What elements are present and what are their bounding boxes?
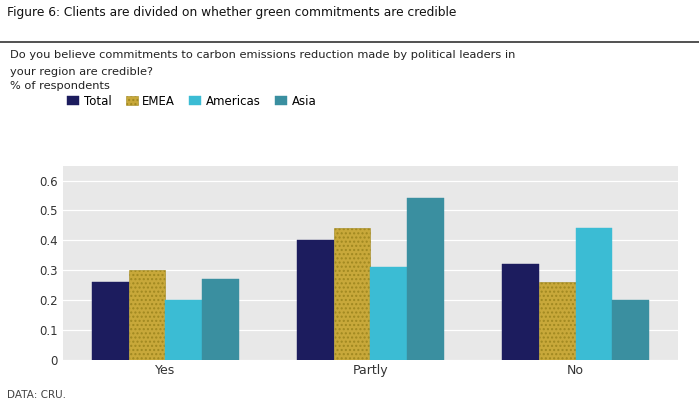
Bar <box>502 264 539 360</box>
Bar <box>612 300 649 360</box>
Bar <box>166 300 202 360</box>
Bar <box>408 198 445 360</box>
Text: your region are credible?: your region are credible? <box>10 67 154 77</box>
Bar <box>92 282 129 360</box>
Bar <box>296 240 333 360</box>
Bar <box>539 282 575 360</box>
Bar <box>129 270 166 360</box>
Text: Do you believe commitments to carbon emissions reduction made by political leade: Do you believe commitments to carbon emi… <box>10 50 516 61</box>
Legend: Total, EMEA, Americas, Asia: Total, EMEA, Americas, Asia <box>63 90 321 113</box>
Bar <box>202 279 239 360</box>
Text: DATA: CRU.: DATA: CRU. <box>7 390 66 400</box>
Text: % of respondents: % of respondents <box>10 81 110 91</box>
Text: Figure 6: Clients are divided on whether green commitments are credible: Figure 6: Clients are divided on whether… <box>7 6 456 19</box>
Bar <box>333 228 370 360</box>
Bar <box>575 228 612 360</box>
Bar <box>370 267 408 360</box>
